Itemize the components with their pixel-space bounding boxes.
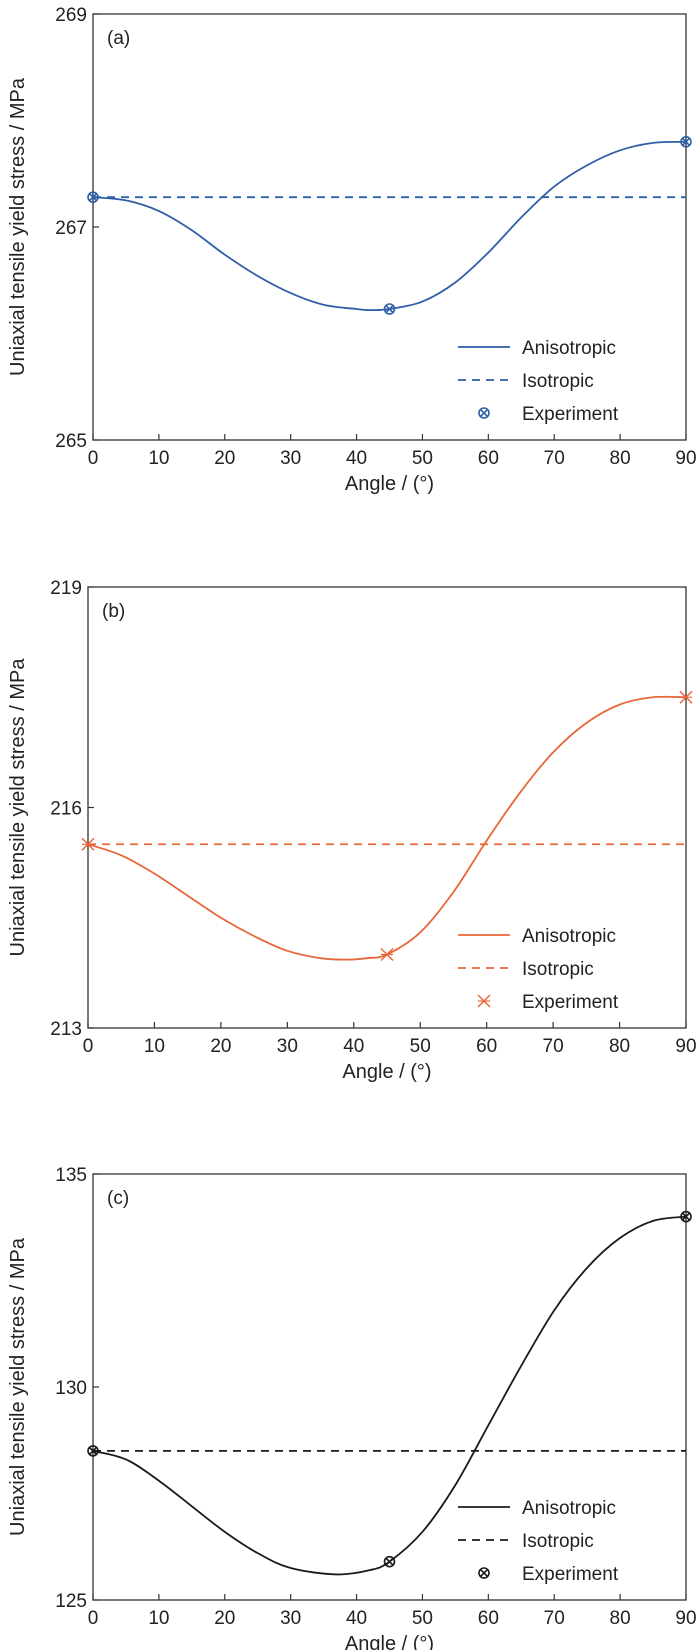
y-tick-label: 213 xyxy=(50,1019,82,1040)
x-tick-label: 10 xyxy=(148,1608,169,1629)
x-tick-label: 50 xyxy=(412,448,433,469)
legend-entry-anisotropic: Anisotropic xyxy=(458,1498,616,1519)
experiment-point xyxy=(380,947,394,962)
x-axis-title: Angle / (°) xyxy=(345,473,434,495)
x-tick-label: 30 xyxy=(280,1608,301,1629)
experiment-point xyxy=(383,303,396,315)
legend-label: Experiment xyxy=(522,1564,619,1585)
y-tick-label: 219 xyxy=(50,578,82,599)
x-tick-label: 30 xyxy=(280,448,301,469)
experiment-point xyxy=(87,191,99,203)
legend-entry-isotropic: Isotropic xyxy=(458,1531,594,1552)
panel-label: (b) xyxy=(102,601,125,622)
legend-label: Isotropic xyxy=(522,371,594,392)
x-tick-label: 20 xyxy=(214,448,235,469)
y-tick-label: 265 xyxy=(55,431,87,452)
plot-frame xyxy=(92,13,687,441)
legend-entry-isotropic: Isotropic xyxy=(458,959,594,980)
legend-label: Isotropic xyxy=(522,959,594,980)
legend-label: Anisotropic xyxy=(522,1498,616,1519)
panel-label: (a) xyxy=(107,28,130,49)
y-tick-label: 125 xyxy=(55,1591,87,1612)
plot-frame xyxy=(92,1173,687,1601)
x-tick-label: 50 xyxy=(410,1036,431,1057)
x-tick-label: 10 xyxy=(148,448,169,469)
legend-entry-isotropic: Isotropic xyxy=(458,371,594,392)
legend-label: Isotropic xyxy=(522,1531,594,1552)
x-tick-label: 60 xyxy=(478,448,499,469)
x-tick-label: 70 xyxy=(544,1608,565,1629)
x-tick-label: 80 xyxy=(610,1608,631,1629)
plot-frame xyxy=(87,586,687,1029)
legend-marker xyxy=(478,1567,490,1579)
legend-entry-experiment: Experiment xyxy=(478,1564,619,1585)
experiment-point xyxy=(87,1445,99,1457)
y-tick-label: 269 xyxy=(55,5,87,26)
x-tick-label: 40 xyxy=(346,448,367,469)
chart-panel-a: 0 10 20 30 40 50 60 70 80 90 265 267 269 (a) Angle / (… xyxy=(7,5,697,495)
experiment-point xyxy=(81,837,95,851)
legend-label: Experiment xyxy=(522,404,619,425)
series-line-anisotropic xyxy=(87,695,687,961)
y-axis-title: Uniaxial tensile yield stress / MPa xyxy=(7,77,29,376)
x-tick-label: 90 xyxy=(675,1608,696,1629)
x-tick-label: 20 xyxy=(214,1608,235,1629)
x-tick-label: 90 xyxy=(675,1036,696,1057)
panel-label: (c) xyxy=(107,1188,129,1209)
legend-marker xyxy=(478,407,490,419)
legend-label: Anisotropic xyxy=(522,338,616,359)
chart-panel-b: 0 10 20 30 40 50 60 70 80 90 213 216 219 (b) Angle / (… xyxy=(7,578,697,1083)
x-axis-title: Angle / (°) xyxy=(342,1061,431,1083)
x-tick-label: 60 xyxy=(478,1608,499,1629)
series-line-anisotropic xyxy=(92,140,687,312)
x-tick-label: 50 xyxy=(412,1608,433,1629)
x-tick-label: 10 xyxy=(144,1036,165,1057)
x-tick-label: 0 xyxy=(83,1036,94,1057)
x-tick-label: 0 xyxy=(88,1608,99,1629)
legend-entry-anisotropic: Anisotropic xyxy=(458,338,616,359)
x-tick-label: 0 xyxy=(88,448,99,469)
legend-entry-experiment: Experiment xyxy=(478,404,619,425)
y-axis-title: Uniaxial tensile yield stress / MPa xyxy=(7,658,29,957)
x-tick-label: 20 xyxy=(210,1036,231,1057)
legend-entry-experiment: Experiment xyxy=(477,992,619,1013)
x-tick-label: 60 xyxy=(476,1036,497,1057)
y-tick-label: 216 xyxy=(50,799,82,820)
x-tick-label: 90 xyxy=(675,448,696,469)
experiment-point xyxy=(383,1555,396,1568)
legend-marker xyxy=(477,994,491,1008)
x-tick-label: 40 xyxy=(346,1608,367,1629)
x-axis-title: Angle / (°) xyxy=(345,1633,434,1650)
x-tick-label: 70 xyxy=(544,448,565,469)
series-line-anisotropic xyxy=(92,1215,687,1576)
experiment-point xyxy=(679,690,693,704)
chart-panel-c: 0 10 20 30 40 50 60 70 80 90 125 130 135 (c) Angle / (… xyxy=(7,1165,697,1650)
y-tick-label: 130 xyxy=(55,1378,87,1399)
y-tick-label: 135 xyxy=(55,1165,87,1186)
x-tick-label: 80 xyxy=(610,448,631,469)
y-tick-label: 267 xyxy=(55,218,87,239)
y-axis-title: Uniaxial tensile yield stress / MPa xyxy=(7,1237,29,1536)
legend-label: Anisotropic xyxy=(522,926,616,947)
legend-label: Experiment xyxy=(522,992,619,1013)
experiment-point xyxy=(680,136,692,148)
experiment-point xyxy=(680,1210,692,1223)
legend-entry-anisotropic: Anisotropic xyxy=(458,926,616,947)
x-tick-label: 30 xyxy=(277,1036,298,1057)
x-tick-label: 70 xyxy=(543,1036,564,1057)
x-tick-label: 80 xyxy=(609,1036,630,1057)
x-tick-label: 40 xyxy=(343,1036,364,1057)
